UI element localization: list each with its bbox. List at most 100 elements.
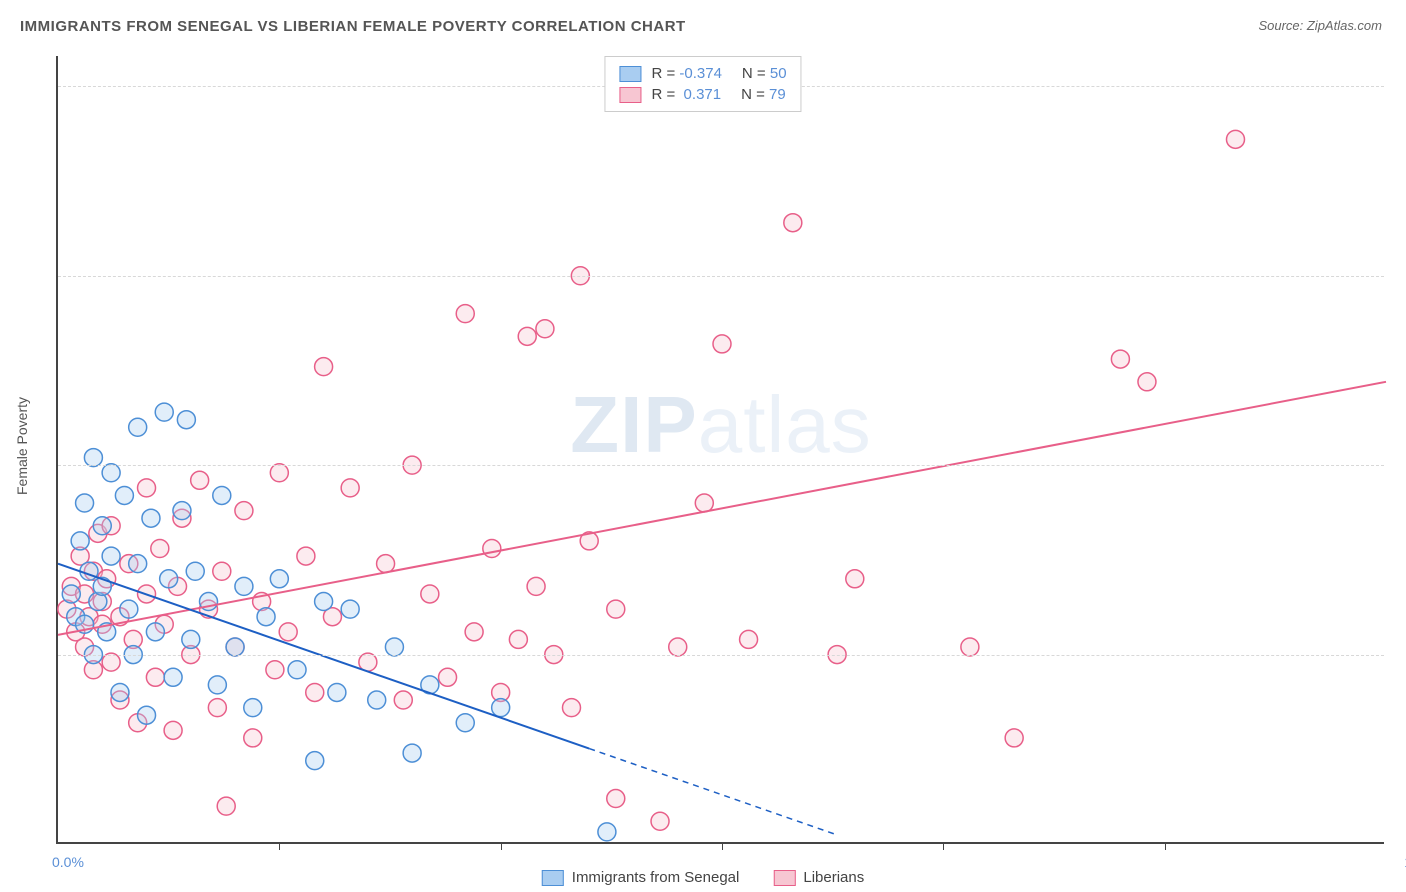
dot-liberian xyxy=(208,699,226,717)
dot-senegal xyxy=(164,668,182,686)
dot-liberian xyxy=(306,683,324,701)
dot-senegal xyxy=(138,706,156,724)
dot-senegal xyxy=(315,593,333,611)
dot-liberian xyxy=(669,638,687,656)
dot-senegal xyxy=(102,547,120,565)
source-attribution: Source: ZipAtlas.com xyxy=(1258,18,1382,33)
dot-liberian xyxy=(1005,729,1023,747)
xtick xyxy=(943,842,944,850)
dot-senegal xyxy=(142,509,160,527)
r-stat-liberian: R = 0.371 xyxy=(651,86,721,103)
dot-liberian xyxy=(191,471,209,489)
dot-senegal xyxy=(146,623,164,641)
dot-senegal xyxy=(226,638,244,656)
dot-liberian xyxy=(465,623,483,641)
gridline-h xyxy=(58,655,1384,656)
series-legend: Immigrants from Senegal Liberians xyxy=(542,869,864,886)
xtick xyxy=(722,842,723,850)
dot-senegal xyxy=(456,714,474,732)
dot-liberian xyxy=(695,494,713,512)
dot-senegal xyxy=(403,744,421,762)
ytick-label: 37.5% xyxy=(1392,268,1406,284)
swatch-liberian xyxy=(619,87,641,103)
dot-senegal xyxy=(328,683,346,701)
dot-senegal xyxy=(62,585,80,603)
dot-liberian xyxy=(151,540,169,558)
dot-liberian xyxy=(270,464,288,482)
dot-senegal xyxy=(84,449,102,467)
dot-liberian xyxy=(102,653,120,671)
ytick-label: 12.5% xyxy=(1392,647,1406,663)
dot-senegal xyxy=(173,502,191,520)
dot-senegal xyxy=(213,486,231,504)
correlation-legend: R = -0.374 N = 50 R = 0.371 N = 79 xyxy=(604,56,801,112)
n-stat-liberian: N = 79 xyxy=(741,86,786,103)
dot-senegal xyxy=(244,699,262,717)
legend-label-liberian: Liberians xyxy=(803,869,864,886)
legend-row-senegal: R = -0.374 N = 50 xyxy=(619,63,786,84)
dot-liberian xyxy=(138,479,156,497)
legend-item-senegal: Immigrants from Senegal xyxy=(542,869,740,886)
dot-senegal xyxy=(288,661,306,679)
xtick xyxy=(1165,842,1166,850)
dot-liberian xyxy=(315,358,333,376)
swatch-senegal xyxy=(619,66,641,82)
swatch-senegal-bottom xyxy=(542,870,564,886)
dot-senegal xyxy=(115,486,133,504)
dot-liberian xyxy=(1111,350,1129,368)
dot-liberian xyxy=(341,479,359,497)
dot-liberian xyxy=(784,214,802,232)
dot-senegal xyxy=(120,600,138,618)
dot-senegal xyxy=(71,532,89,550)
dot-senegal xyxy=(341,600,359,618)
dot-liberian xyxy=(509,630,527,648)
dot-senegal xyxy=(129,555,147,573)
dot-liberian xyxy=(217,797,235,815)
dot-liberian xyxy=(846,570,864,588)
legend-label-senegal: Immigrants from Senegal xyxy=(572,869,740,886)
dot-liberian xyxy=(394,691,412,709)
dot-liberian xyxy=(562,699,580,717)
n-stat-senegal: N = 50 xyxy=(742,65,787,82)
gridline-h xyxy=(58,465,1384,466)
dot-senegal xyxy=(160,570,178,588)
dot-liberian xyxy=(607,600,625,618)
dot-liberian xyxy=(651,812,669,830)
dot-senegal xyxy=(492,699,510,717)
dot-liberian xyxy=(439,668,457,686)
dot-liberian xyxy=(235,502,253,520)
dot-senegal xyxy=(177,411,195,429)
dot-senegal xyxy=(270,570,288,588)
dot-senegal xyxy=(235,577,253,595)
r-stat-senegal: R = -0.374 xyxy=(651,65,721,82)
dot-senegal xyxy=(102,464,120,482)
xtick xyxy=(279,842,280,850)
plot-area: ZIPatlas 12.5%25.0%37.5%50.0%0.0%15.0% xyxy=(56,56,1384,844)
dot-liberian xyxy=(164,721,182,739)
dot-senegal xyxy=(129,418,147,436)
dot-senegal xyxy=(208,676,226,694)
dot-senegal xyxy=(111,683,129,701)
dot-liberian xyxy=(279,623,297,641)
dot-senegal xyxy=(93,517,111,535)
dot-liberian xyxy=(527,577,545,595)
dot-senegal xyxy=(257,608,275,626)
legend-row-liberian: R = 0.371 N = 79 xyxy=(619,84,786,105)
dot-senegal xyxy=(306,752,324,770)
swatch-liberian-bottom xyxy=(773,870,795,886)
dot-liberian xyxy=(213,562,231,580)
dot-liberian xyxy=(607,790,625,808)
gridline-h xyxy=(58,276,1384,277)
dot-senegal xyxy=(186,562,204,580)
chart-title: IMMIGRANTS FROM SENEGAL VS LIBERIAN FEMA… xyxy=(20,18,686,35)
dot-liberian xyxy=(713,335,731,353)
dot-liberian xyxy=(456,305,474,323)
dot-senegal xyxy=(368,691,386,709)
ytick-label: 25.0% xyxy=(1392,457,1406,473)
dot-liberian xyxy=(740,630,758,648)
dot-liberian xyxy=(377,555,395,573)
dot-liberian xyxy=(297,547,315,565)
ytick-label: 50.0% xyxy=(1392,78,1406,94)
dot-liberian xyxy=(518,327,536,345)
dot-liberian xyxy=(1226,130,1244,148)
